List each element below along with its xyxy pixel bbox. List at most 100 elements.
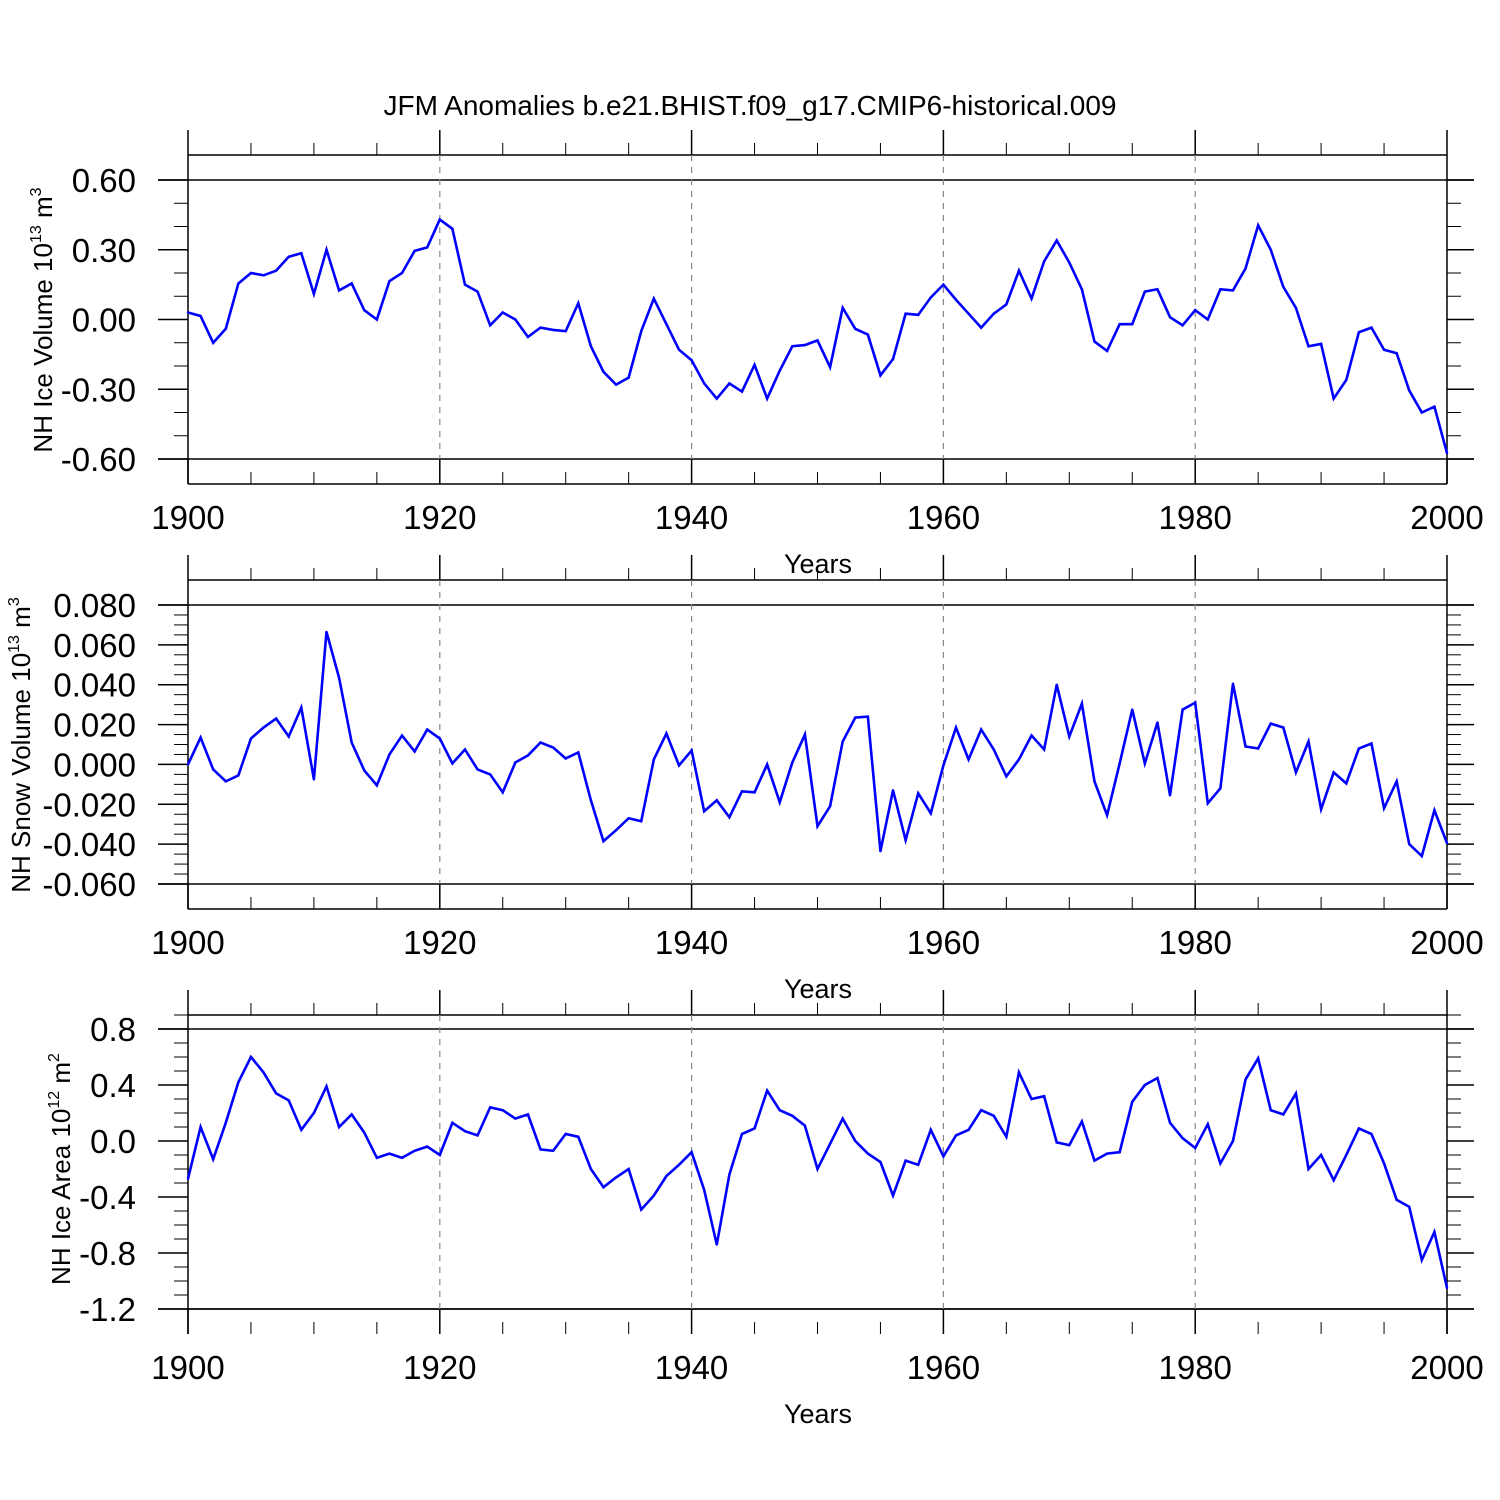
- data-point: [451, 762, 454, 765]
- data-point: [841, 740, 844, 743]
- data-point: [602, 1186, 605, 1189]
- data-point: [652, 1194, 656, 1197]
- data-point: [1395, 1198, 1398, 1202]
- data-point: [526, 754, 530, 757]
- data-point: [979, 1109, 983, 1112]
- data-point: [929, 296, 933, 299]
- data-point: [400, 1156, 404, 1160]
- data-point: [551, 1149, 555, 1153]
- data-point: [1005, 775, 1008, 778]
- data-point: [451, 1121, 454, 1125]
- data-point: [463, 283, 467, 286]
- data-point: [904, 312, 907, 315]
- data-point: [1382, 1162, 1386, 1165]
- data-point: [1408, 1205, 1411, 1209]
- data-point: [363, 309, 366, 312]
- data-point: [1269, 248, 1272, 251]
- data-point: [1080, 1120, 1084, 1123]
- data-point: [589, 799, 593, 802]
- data-point: [1420, 854, 1424, 858]
- data-point: [1156, 1076, 1159, 1080]
- data-point: [1420, 411, 1424, 414]
- y-tick-label: 0.30: [72, 232, 136, 269]
- x-tick-label: 1920: [403, 499, 476, 536]
- data-point: [186, 763, 190, 766]
- data-point: [211, 341, 215, 344]
- data-point: [1030, 297, 1033, 300]
- y-tick-label: 0.60: [72, 162, 136, 199]
- x-tick-label: 2000: [1410, 924, 1483, 961]
- data-point: [564, 1132, 567, 1136]
- y-tick-label: -0.4: [79, 1179, 136, 1216]
- data-point: [199, 736, 202, 739]
- data-point: [614, 383, 618, 386]
- data-point: [791, 1114, 794, 1118]
- data-point: [1168, 794, 1172, 797]
- x-tick-label: 2000: [1410, 499, 1483, 536]
- y-tick-label: -0.040: [42, 826, 136, 863]
- data-point: [614, 1176, 618, 1179]
- data-point: [224, 1121, 227, 1125]
- data-point: [1105, 1152, 1109, 1155]
- data-point: [551, 746, 555, 749]
- data-point: [816, 1167, 819, 1171]
- data-point: [866, 715, 870, 718]
- data-point: [350, 1113, 353, 1116]
- x-tick-label: 1960: [907, 1349, 980, 1386]
- data-point: [803, 733, 807, 736]
- y-tick-label: 0.080: [53, 587, 136, 624]
- data-point: [1181, 1137, 1184, 1140]
- data-point: [287, 735, 290, 738]
- x-tick-label: 1940: [655, 499, 728, 536]
- data-point: [1357, 747, 1361, 750]
- data-point: [1131, 708, 1134, 711]
- data-point: [715, 397, 718, 400]
- data-point: [677, 1163, 681, 1167]
- data-point: [891, 789, 895, 792]
- data-point: [828, 1142, 832, 1146]
- data-point: [539, 1148, 542, 1151]
- data-point: [262, 274, 265, 277]
- data-point: [1206, 802, 1209, 805]
- data-point: [1244, 1078, 1247, 1081]
- data-point: [702, 1188, 706, 1192]
- data-point: [1030, 1097, 1033, 1101]
- data-point: [1231, 289, 1235, 292]
- data-point: [967, 1128, 970, 1132]
- data-point: [1332, 397, 1335, 400]
- x-tick-label: 2000: [1410, 1349, 1483, 1386]
- data-point: [1017, 269, 1021, 272]
- data-point: [501, 311, 504, 314]
- data-point: [287, 255, 290, 258]
- data-point: [1080, 288, 1084, 291]
- data-point: [1206, 1123, 1209, 1126]
- data-point: [1080, 702, 1084, 705]
- data-point: [942, 764, 945, 767]
- data-point: [1194, 1146, 1197, 1150]
- data-point: [224, 327, 227, 330]
- data-point: [375, 784, 379, 787]
- data-point: [463, 1130, 467, 1133]
- data-point: [300, 252, 303, 255]
- data-point: [274, 717, 278, 720]
- data-point: [854, 1139, 857, 1143]
- data-point: [1244, 267, 1247, 270]
- x-tick-label: 1940: [655, 924, 728, 961]
- data-point: [1093, 780, 1096, 783]
- data-point: [211, 1158, 215, 1161]
- data-point: [564, 757, 567, 760]
- data-point: [753, 791, 756, 794]
- y-tick-label: 0.000: [53, 746, 136, 783]
- data-point: [627, 1167, 630, 1171]
- data-point: [627, 376, 630, 379]
- data-point: [488, 324, 492, 327]
- data-point: [350, 741, 353, 744]
- data-point: [1017, 758, 1021, 761]
- data-point: [413, 750, 416, 753]
- data-point: [602, 370, 605, 374]
- data-point: [1042, 748, 1046, 751]
- data-point: [1118, 1151, 1121, 1154]
- data-point: [1445, 841, 1449, 845]
- y-tick-label: 0.00: [72, 302, 136, 339]
- x-axis-label: Years: [784, 974, 852, 1004]
